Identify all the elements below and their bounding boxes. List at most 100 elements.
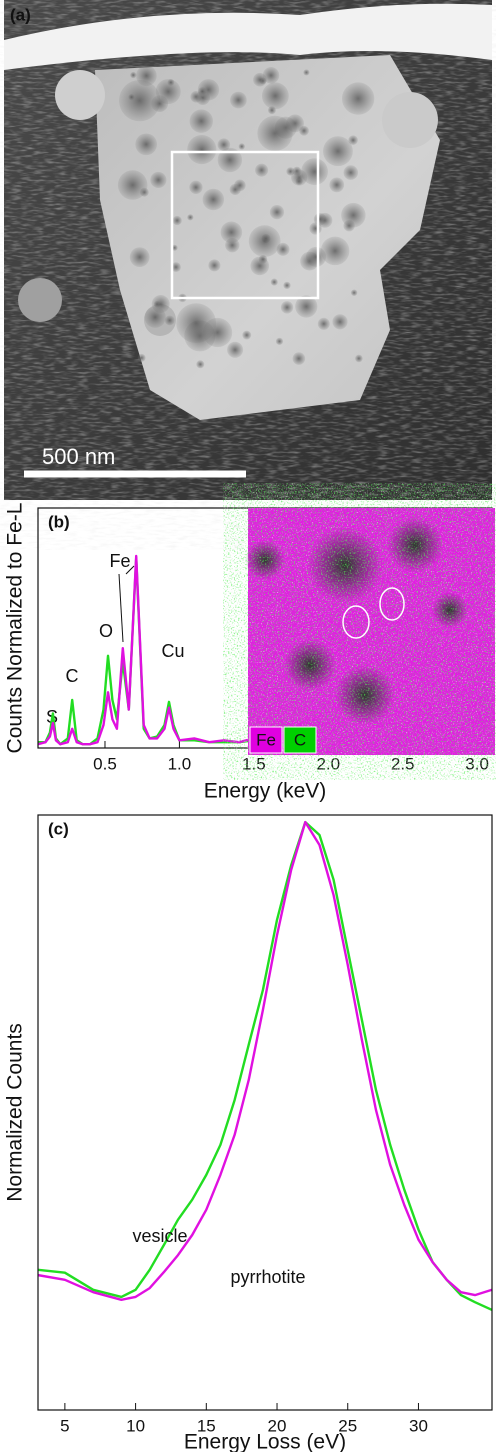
particle-spot [119, 79, 161, 122]
particle-spot [261, 82, 289, 110]
particle-spot [196, 360, 205, 369]
particle-spot [323, 136, 353, 167]
particle-spot [167, 78, 175, 86]
particle-spot [280, 301, 294, 314]
peak-label: C [66, 666, 79, 686]
map-speckle [248, 508, 495, 755]
particle-spot [258, 254, 268, 264]
legend-swatch [249, 726, 283, 754]
legend-label: C [294, 730, 306, 749]
particle-spot [217, 138, 231, 151]
particle-spot [208, 259, 221, 272]
panel-label: (b) [48, 512, 70, 531]
particle-spot [291, 169, 308, 186]
particle-spot [117, 170, 148, 200]
particle-spot [242, 330, 252, 340]
series-label: pyrrhotite [230, 1267, 305, 1287]
particle-spot [255, 163, 269, 177]
legend-label: Fe [256, 730, 276, 749]
particle-spot [130, 71, 137, 79]
particle-spot [227, 341, 244, 358]
region-marker [342, 605, 370, 639]
particle-spot [348, 135, 358, 145]
particle-spot [150, 171, 167, 189]
x-tick-label: 2.0 [316, 754, 340, 773]
x-tick-label: 15 [197, 1416, 216, 1435]
particle-spot [301, 158, 328, 186]
particle-spot [136, 65, 157, 87]
x-tick-label: 2.5 [391, 754, 415, 773]
peak-label: Fe [109, 551, 130, 571]
particle-spot [343, 165, 359, 180]
particle-spot [230, 91, 247, 109]
particle-spot [164, 315, 175, 326]
x-axis-label: Energy (keV) [204, 780, 327, 803]
particle-spot [248, 225, 281, 258]
particle-spot [187, 214, 194, 221]
x-tick-label: 20 [268, 1416, 287, 1435]
y-axis-label: Normalized Counts [4, 1023, 27, 1202]
particle-spot [299, 125, 309, 136]
x-tick-label: 3.0 [465, 754, 489, 773]
particle-spot [198, 87, 207, 96]
x-tick-label: 25 [338, 1416, 357, 1435]
x-tick-label: 1.0 [168, 754, 192, 773]
particle-spot [341, 82, 375, 115]
plot-frame [37, 814, 493, 1411]
particle-spot [220, 221, 243, 244]
particle-spot [202, 188, 225, 211]
elemental-map: Fe C [245, 508, 495, 755]
x-tick-label: 5 [60, 1416, 69, 1435]
particle-spot [187, 134, 217, 165]
panel-label: (a) [10, 5, 31, 24]
particle-spot [172, 215, 182, 226]
particle-spot [189, 109, 213, 133]
series-line [38, 820, 492, 1311]
x-tick-label: 0.5 [93, 754, 117, 773]
legend-swatch [283, 726, 317, 754]
particle-spot [320, 236, 350, 266]
particle-spot [292, 352, 306, 365]
particle-spot [128, 93, 135, 101]
peak-label: Cu [161, 641, 184, 661]
particle-spot [217, 147, 243, 173]
particle-spot [303, 69, 310, 76]
panel-label: (c) [48, 819, 69, 838]
x-tick-label: 10 [126, 1416, 145, 1435]
particle-spot [151, 95, 169, 113]
particle-spot [234, 179, 246, 192]
scale-bar-label: 500 nm [42, 444, 115, 469]
particle-spot [267, 106, 276, 115]
particle-spot [276, 242, 290, 256]
peak-label: O [99, 621, 113, 641]
particle-spot [275, 337, 284, 345]
micrograph: 500 nm (a) [4, 0, 492, 500]
particle-spot [129, 247, 150, 267]
particle-spot [189, 180, 203, 194]
series-line [38, 820, 492, 1301]
particle-spot [171, 262, 181, 273]
particle-spot [295, 295, 318, 318]
particle-spot [262, 67, 280, 84]
series-label: vesicle [132, 1226, 187, 1246]
particle-spot [350, 289, 358, 296]
particle-spot [270, 278, 278, 286]
particle-spot [341, 202, 366, 228]
particle-spot [137, 353, 146, 362]
particle-spot [355, 354, 363, 363]
particle-spot [313, 212, 327, 226]
leader-line [118, 573, 124, 643]
particle-spot [283, 281, 291, 290]
region-marker [379, 587, 405, 621]
particle-spot [329, 177, 345, 193]
particle-spot [257, 115, 293, 151]
particle-spot [269, 204, 285, 220]
leader-line [125, 565, 135, 575]
x-tick-label: 1.5 [242, 754, 266, 773]
particle-spot [135, 133, 158, 156]
particle-spot [176, 303, 217, 343]
particle-spot [332, 314, 348, 330]
y-axis-label: Counts Normalized to Fe-L [4, 503, 27, 754]
particle-spot [144, 306, 166, 328]
